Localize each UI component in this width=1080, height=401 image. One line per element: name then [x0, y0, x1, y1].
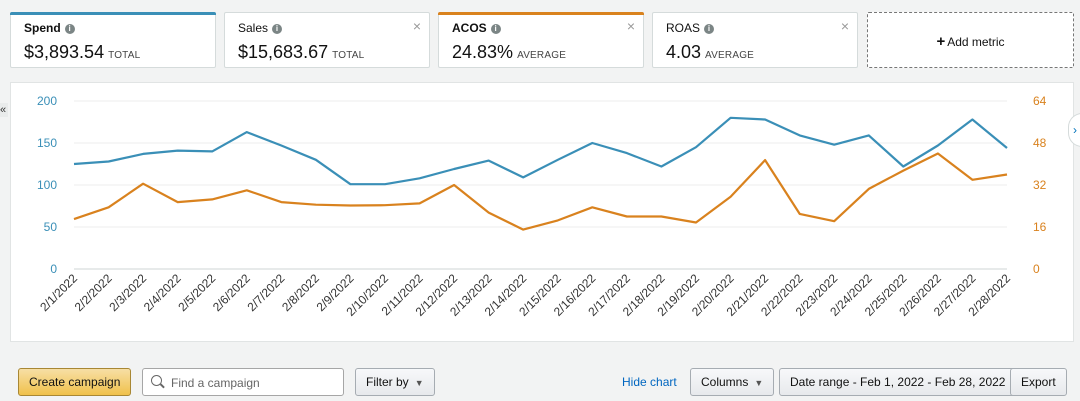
campaign-toolbar: Create campaign Filter by▼ Hide chart Co… — [10, 360, 1074, 401]
left-axis-tick-label: 100 — [37, 178, 57, 192]
chart-panel: 0 50 100 150 200 0 16 32 48 64 2/1/2022 2/2/2022 2/3… — [10, 82, 1074, 342]
left-axis-tick-label: 200 — [37, 94, 57, 108]
metric-card-accent — [438, 12, 644, 15]
left-axis-tick-label: 150 — [37, 136, 57, 150]
add-metric-label: + Add metric — [936, 33, 1005, 50]
metric-card-sales[interactable]: Sales i × $15,683.67 TOTAL — [224, 12, 430, 68]
metric-title: Spend i — [24, 21, 75, 35]
metric-title: ROAS i — [666, 21, 715, 35]
search-input[interactable] — [169, 373, 343, 393]
metric-cards: Spend i $3,893.54 TOTAL Sales i × $15,683.6… — [10, 12, 1074, 68]
metric-value: $15,683.67 TOTAL — [238, 42, 365, 62]
metric-value: $3,893.54 TOTAL — [24, 42, 141, 62]
right-axis-tick-label: 16 — [1033, 220, 1047, 234]
series-line-2 — [73, 152, 1008, 231]
right-axis-tick-label: 48 — [1033, 136, 1047, 150]
metric-card-accent — [10, 12, 216, 15]
add-metric-button[interactable]: + Add metric — [867, 12, 1074, 68]
chevron-down-icon: ▼ — [414, 378, 424, 388]
metric-card-roas[interactable]: ROAS i × 4.03 AVERAGE — [652, 12, 858, 68]
metric-value: 4.03 AVERAGE — [666, 42, 755, 62]
columns-button[interactable]: Columns ▼ — [690, 368, 775, 396]
date-range-button[interactable]: Date range - Feb 1, 2022 - Feb 28, 2022 — [779, 368, 1017, 396]
filter-by-button[interactable]: Filter by ▼ — [355, 368, 435, 396]
left-axis-tick-label: 50 — [44, 220, 58, 234]
metric-card-spend[interactable]: Spend i $3,893.54 TOTAL — [10, 12, 216, 68]
performance-chart: 0501001502000163248642/1/20222/2/20222/3… — [37, 94, 1047, 319]
create-campaign-button[interactable]: Create campaign — [18, 368, 132, 396]
search-box — [142, 368, 344, 396]
double-chevron-left-icon[interactable]: « — [0, 103, 8, 117]
close-icon[interactable]: × — [840, 18, 849, 34]
chevron-right-icon: › — [1073, 123, 1077, 137]
metric-title: Sales i — [238, 21, 283, 35]
plus-icon: + — [936, 33, 946, 50]
close-icon[interactable]: × — [626, 18, 635, 34]
export-button[interactable]: Export — [1010, 368, 1067, 396]
series-line-1 — [73, 116, 1008, 186]
info-icon[interactable]: i — [704, 23, 715, 34]
chevron-down-icon: ▼ — [754, 378, 764, 388]
left-axis-tick-label: 0 — [50, 262, 57, 276]
metric-value: 24.83% AVERAGE — [452, 42, 567, 62]
metric-title: ACOS i — [452, 21, 501, 35]
close-icon[interactable]: × — [412, 18, 421, 34]
hide-chart-link[interactable]: Hide chart — [622, 375, 677, 389]
metric-card-acos[interactable]: ACOS i × 24.83% AVERAGE — [438, 12, 644, 68]
right-axis-tick-label: 64 — [1033, 94, 1047, 108]
info-icon[interactable]: i — [272, 23, 283, 34]
search-icon — [151, 375, 162, 386]
right-axis-tick-label: 0 — [1033, 262, 1040, 276]
info-icon[interactable]: i — [64, 23, 75, 34]
info-icon[interactable]: i — [490, 23, 501, 34]
right-axis-tick-label: 32 — [1033, 178, 1047, 192]
